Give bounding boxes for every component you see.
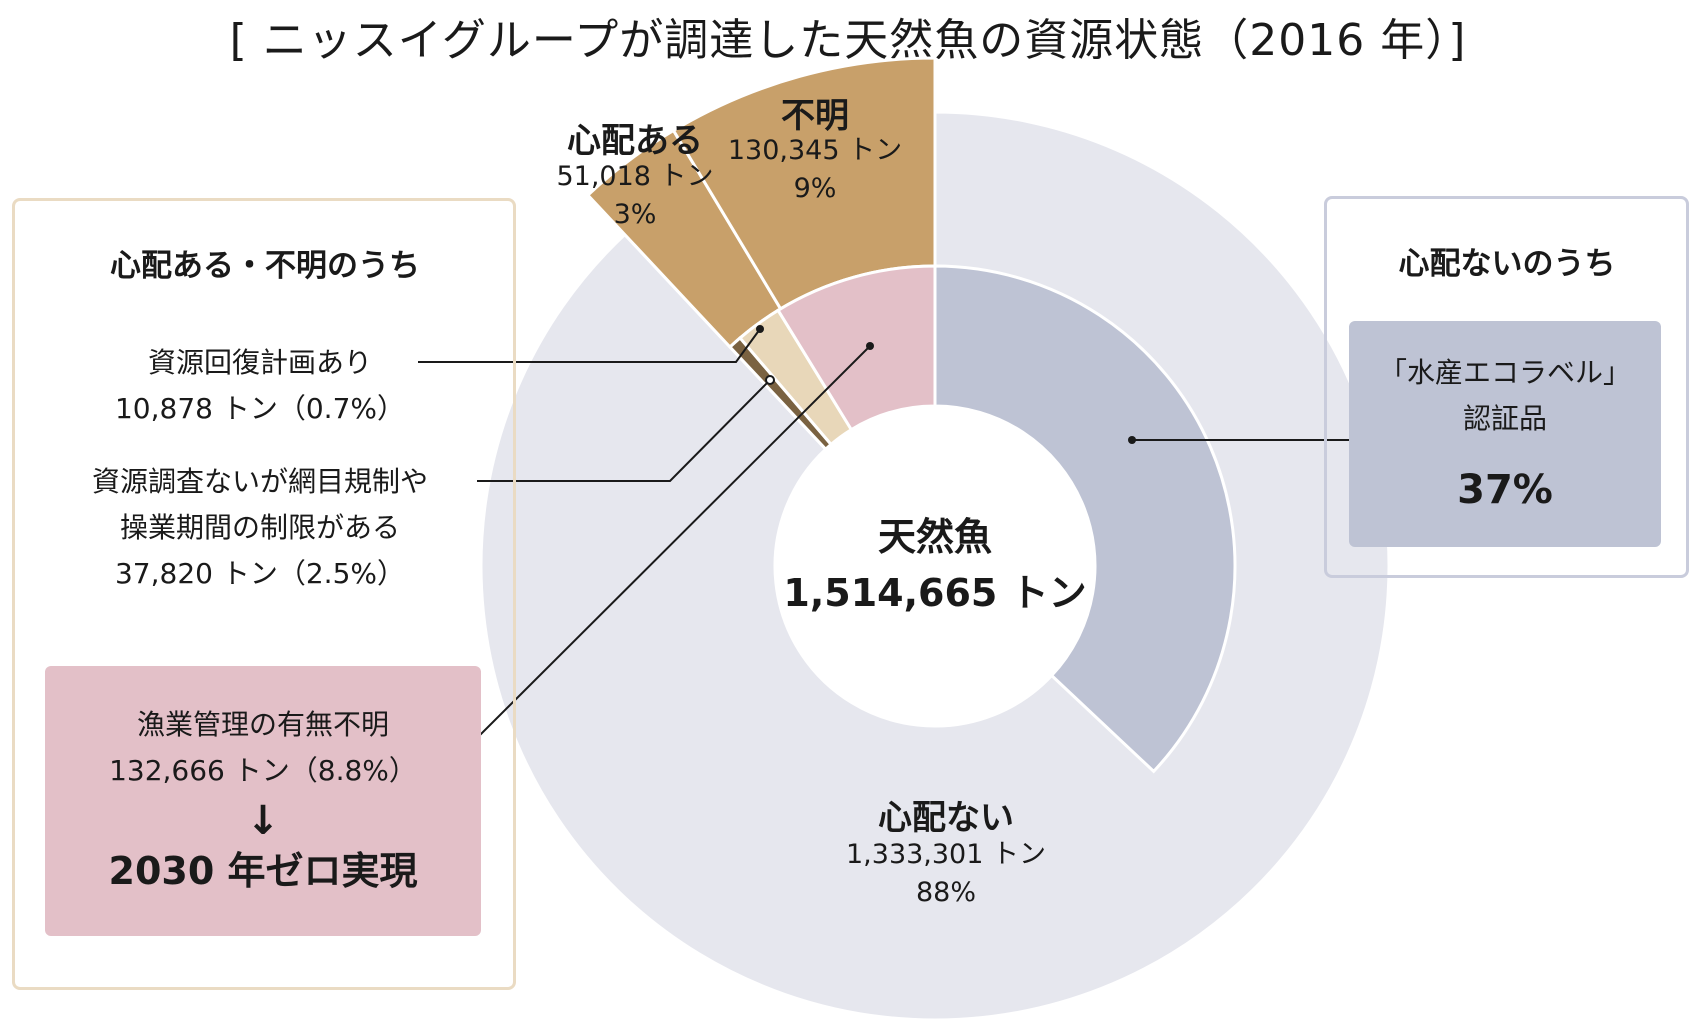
slice-label-unknown: 不明 [781,96,849,136]
slice-tons-unknown: 130,345 トン [727,135,903,166]
slice-label-concern: 心配ある [567,121,703,161]
left-panel [12,198,516,990]
dot-recovery [756,325,764,333]
survey-line2: 操業期間の制限がある [119,511,400,544]
ecolabel-box [1349,321,1661,547]
dot-survey [765,375,775,385]
slice-tons-concern: 51,018 トン [556,161,714,192]
leader-survey [477,379,771,482]
chart-title: [ ニッスイグループが調達した天然魚の資源状態（2016 年）] [229,15,1467,66]
unknown-mgmt-line2: 132,666 トン（8.8%） [109,754,417,787]
ecolabel-line2: 認証品 [1462,402,1547,435]
right-panel-title: 心配ないのうち [1398,246,1616,282]
slice-tons-safe: 1,333,301 トン [846,839,1046,870]
dot-ecolabel [1128,436,1136,444]
survey-line1: 資源調査ないが網目規制や [91,465,428,498]
survey-line3: 37,820 トン（2.5%） [114,557,405,590]
recovery-line1: 資源回復計画あり [147,346,372,379]
left-panel-title: 心配ある・不明のうち [110,248,420,284]
ecolabel-line1: 「水産エコラベル」 [1378,356,1631,389]
slice-pct-concern: 3% [613,199,657,230]
right-panel [1324,196,1689,578]
unknown-mgmt-line1: 漁業管理の有無不明 [136,708,389,741]
slice-label-safe: 心配ない [878,798,1014,838]
down-arrow-icon: ↓ [246,798,280,844]
dot-unknown-mgmt [866,342,874,350]
center-label: 天然魚 [877,515,992,559]
inner-ring [727,264,1237,774]
slice-pct-safe: 88% [915,877,976,908]
goal-2030: 2030 年ゼロ実現 [108,849,418,893]
center-hole [775,406,1095,726]
unknown-mgmt-box [45,666,481,936]
center-total: 1,514,665 トン [783,571,1087,615]
slice-pct-unknown: 9% [793,173,837,204]
ecolabel-pct: 37% [1457,467,1553,513]
recovery-line2: 10,878 トン（0.7%） [114,392,405,425]
leader-dots [756,325,1136,444]
leader-recovery [418,328,761,363]
